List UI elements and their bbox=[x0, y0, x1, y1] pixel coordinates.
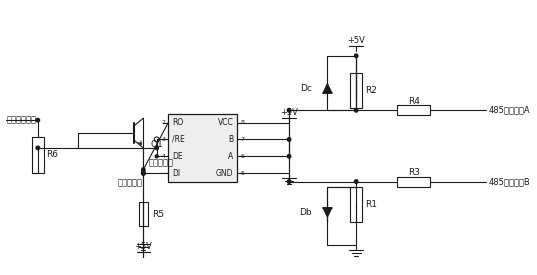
Text: 6: 6 bbox=[240, 154, 244, 159]
Circle shape bbox=[155, 155, 158, 158]
Text: GND: GND bbox=[216, 169, 234, 178]
Text: DE: DE bbox=[172, 152, 183, 161]
Text: R2: R2 bbox=[365, 86, 376, 95]
Text: 8: 8 bbox=[240, 120, 244, 125]
Circle shape bbox=[155, 146, 158, 150]
Text: /RE: /RE bbox=[172, 135, 185, 144]
Text: 发送数据端: 发送数据端 bbox=[118, 178, 142, 188]
Text: 485输入信号A: 485输入信号A bbox=[489, 106, 530, 115]
Bar bbox=[397, 177, 430, 186]
Text: R4: R4 bbox=[408, 97, 420, 106]
Text: 接收数据端: 接收数据端 bbox=[148, 158, 173, 167]
Circle shape bbox=[142, 171, 145, 175]
Text: +5V: +5V bbox=[280, 108, 298, 117]
Circle shape bbox=[142, 171, 145, 175]
Text: Q1: Q1 bbox=[151, 141, 164, 149]
Circle shape bbox=[36, 119, 40, 122]
Polygon shape bbox=[323, 84, 332, 93]
Text: 数据方向控制: 数据方向控制 bbox=[6, 116, 36, 125]
Text: 485输入信号B: 485输入信号B bbox=[489, 177, 530, 186]
Text: +5V: +5V bbox=[134, 242, 153, 251]
Bar bbox=[168, 114, 237, 182]
Text: B: B bbox=[228, 135, 234, 144]
Circle shape bbox=[287, 180, 291, 183]
Circle shape bbox=[354, 54, 358, 58]
Circle shape bbox=[354, 109, 358, 112]
Bar bbox=[139, 202, 148, 226]
Text: 2: 2 bbox=[161, 120, 165, 125]
Text: DI: DI bbox=[172, 169, 180, 178]
Text: 5: 5 bbox=[240, 170, 244, 176]
Text: Dc: Dc bbox=[300, 84, 312, 93]
Circle shape bbox=[287, 155, 291, 158]
Text: RO: RO bbox=[172, 118, 183, 127]
Circle shape bbox=[142, 171, 145, 175]
Bar bbox=[351, 186, 362, 222]
Circle shape bbox=[36, 146, 40, 150]
Bar bbox=[397, 105, 430, 115]
Text: R6: R6 bbox=[47, 150, 59, 159]
Text: R5: R5 bbox=[152, 210, 164, 219]
Text: +5V: +5V bbox=[347, 37, 365, 45]
Text: 4: 4 bbox=[161, 154, 165, 159]
Circle shape bbox=[287, 138, 291, 141]
Circle shape bbox=[142, 168, 145, 171]
Bar bbox=[351, 73, 362, 108]
Text: R3: R3 bbox=[408, 168, 420, 177]
Bar bbox=[32, 137, 43, 173]
Circle shape bbox=[354, 180, 358, 183]
Text: VCC: VCC bbox=[217, 118, 234, 127]
Text: 3: 3 bbox=[161, 137, 165, 142]
Text: Db: Db bbox=[300, 208, 312, 217]
Text: 7: 7 bbox=[240, 137, 244, 142]
Polygon shape bbox=[323, 208, 332, 217]
Text: R1: R1 bbox=[365, 200, 377, 209]
Text: A: A bbox=[228, 152, 234, 161]
Circle shape bbox=[287, 109, 291, 112]
